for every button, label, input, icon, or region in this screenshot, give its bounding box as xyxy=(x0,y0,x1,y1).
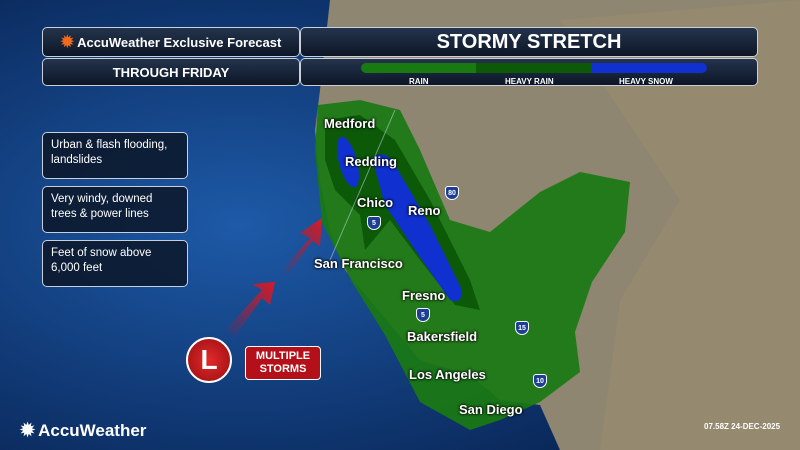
legend-rain: RAIN xyxy=(409,77,429,86)
city-label: Redding xyxy=(345,154,397,169)
brand-title: AccuWeather Exclusive Forecast xyxy=(77,34,282,50)
page-title: STORMY STRETCH xyxy=(436,30,622,53)
interstate-shield: 5 xyxy=(416,308,430,322)
accuweather-logo: ✹ AccuWeather xyxy=(20,420,146,441)
subtitle-box: THROUGH FRIDAY xyxy=(42,58,300,86)
sun-icon: ✹ xyxy=(60,34,75,51)
legend-heavy-snow: HEAVY SNOW xyxy=(619,77,673,86)
interstate-shield: 10 xyxy=(533,374,547,388)
city-label: San Diego xyxy=(459,402,523,417)
city-label: San Francisco xyxy=(314,256,403,271)
timestamp: 07.58Z 24-DEC-2025 xyxy=(704,422,781,431)
page-subtitle: THROUGH FRIDAY xyxy=(112,64,230,80)
brand-header: ✹ AccuWeather Exclusive Forecast xyxy=(42,27,300,57)
storm-arrow xyxy=(225,282,275,338)
legend-box xyxy=(300,58,758,86)
impact-flooding: Urban & flash flooding, landslides xyxy=(42,132,188,179)
city-label: Fresno xyxy=(402,288,446,303)
logo-text: AccuWeather xyxy=(38,420,147,440)
city-label: Bakersfield xyxy=(407,329,478,344)
legend-bar xyxy=(361,63,707,73)
sun-icon: ✹ xyxy=(20,420,36,440)
multiple-storms-badge: MULTIPLE STORMS xyxy=(245,346,321,380)
city-label: Medford xyxy=(324,116,376,131)
heavy-snow-area xyxy=(337,136,359,188)
impact-wind: Very windy, downed trees & power lines xyxy=(42,186,188,233)
interstate-shield: 80 xyxy=(445,186,459,200)
city-label: Chico xyxy=(357,195,394,210)
low-symbol: L xyxy=(200,344,218,375)
city-label: Los Angeles xyxy=(409,367,486,382)
low-pressure-icon: L xyxy=(186,337,232,383)
interstate-shield: 5 xyxy=(367,216,381,230)
impact-snow: Feet of snow above 6,000 feet xyxy=(42,240,188,287)
title-box: STORMY STRETCH xyxy=(300,27,758,57)
interstate-shield: 15 xyxy=(515,321,529,335)
legend-heavy-rain: HEAVY RAIN xyxy=(505,77,554,86)
storm-arrow xyxy=(282,218,322,275)
city-label: Reno xyxy=(408,203,441,218)
heavy-snow-area xyxy=(372,154,462,302)
